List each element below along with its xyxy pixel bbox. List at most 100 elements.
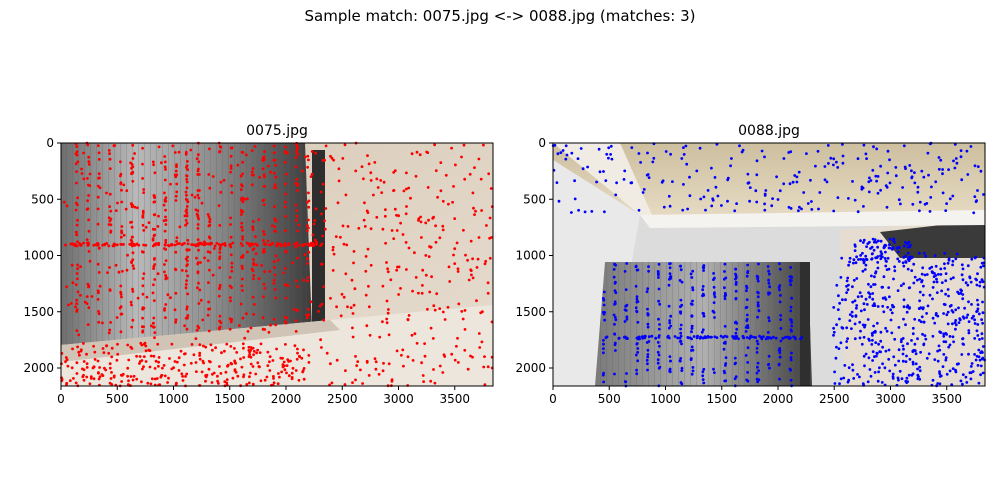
- keypoint: [207, 329, 211, 333]
- keypoint: [378, 335, 382, 339]
- keypoint: [748, 337, 751, 340]
- keypoint: [295, 214, 299, 218]
- keypoint: [970, 316, 974, 320]
- keypoint: [948, 369, 952, 373]
- keypoint: [974, 255, 978, 259]
- keypoint: [832, 209, 836, 213]
- keypoint: [865, 157, 868, 161]
- keypoint: [273, 186, 276, 190]
- keypoint: [386, 270, 390, 274]
- keypoint: [130, 325, 134, 329]
- keypoint: [723, 297, 727, 301]
- keypoint: [647, 176, 651, 180]
- keypoint: [901, 261, 905, 265]
- keypoint: [97, 310, 100, 313]
- keypoint: [313, 238, 317, 242]
- keypoint: [122, 233, 126, 237]
- keypoint: [340, 292, 344, 296]
- keypoint: [609, 144, 613, 148]
- keypoint: [87, 160, 91, 164]
- keypoint: [935, 280, 939, 284]
- x-tick-label: 2000: [763, 392, 794, 406]
- keypoint: [76, 345, 79, 349]
- keypoint: [471, 191, 475, 195]
- keypoint: [645, 358, 649, 362]
- keypoint: [414, 276, 418, 279]
- keypoint: [911, 362, 915, 366]
- y-tick-label: 1000: [23, 249, 54, 263]
- keypoint: [871, 338, 874, 342]
- keypoint: [953, 321, 957, 325]
- keypoint: [252, 313, 256, 316]
- keypoint: [884, 244, 888, 247]
- keypoint: [874, 174, 878, 178]
- keypoint: [390, 378, 394, 381]
- keypoint: [853, 249, 857, 253]
- keypoint: [965, 381, 969, 384]
- keypoint: [405, 187, 408, 191]
- keypoint: [767, 269, 770, 273]
- keypoint: [229, 216, 233, 220]
- keypoint: [329, 296, 332, 300]
- keypoint: [900, 377, 904, 381]
- keypoint: [624, 288, 628, 291]
- keypoint: [144, 360, 148, 363]
- keypoint: [925, 273, 929, 276]
- keypoint: [301, 370, 305, 374]
- keypoint: [268, 270, 272, 273]
- keypoint: [583, 210, 587, 214]
- keypoint: [904, 323, 907, 327]
- keypoint: [893, 240, 896, 244]
- keypoint: [367, 162, 371, 166]
- keypoint: [852, 377, 856, 380]
- keypoint: [184, 286, 188, 290]
- keypoints-0075: [60, 141, 494, 388]
- keypoint: [196, 227, 200, 230]
- keypoint: [475, 299, 478, 303]
- keypoint: [231, 241, 235, 245]
- keypoint: [935, 291, 939, 294]
- keypoint: [837, 294, 840, 298]
- keypoint: [164, 303, 168, 306]
- keypoint: [110, 371, 113, 374]
- keypoint: [112, 144, 116, 148]
- keypoint: [265, 375, 269, 379]
- keypoint: [713, 176, 717, 179]
- keypoint: [239, 357, 242, 361]
- keypoint: [163, 160, 167, 164]
- keypoint: [902, 244, 906, 248]
- keypoint: [702, 367, 706, 371]
- keypoint: [306, 276, 310, 279]
- keypoint: [979, 373, 982, 377]
- keypoint: [733, 335, 737, 338]
- keypoint: [936, 273, 940, 276]
- keypoint: [922, 175, 926, 179]
- keypoint: [423, 342, 426, 345]
- keypoint: [153, 336, 156, 339]
- keypoint: [931, 316, 935, 320]
- keypoint: [916, 337, 919, 341]
- keypoint: [873, 371, 877, 374]
- keypoint: [286, 284, 290, 288]
- keypoint: [689, 302, 693, 306]
- keypoint: [982, 193, 985, 196]
- keypoint: [101, 321, 104, 325]
- keypoint: [934, 180, 938, 184]
- keypoint: [778, 284, 782, 287]
- keypoint: [419, 215, 422, 219]
- keypoint: [67, 303, 70, 307]
- keypoint: [734, 282, 738, 286]
- keypoint: [163, 243, 167, 247]
- keypoint: [723, 340, 727, 344]
- keypoint: [805, 152, 808, 156]
- keypoint: [246, 197, 249, 201]
- keypoint: [222, 178, 226, 182]
- keypoint: [634, 284, 638, 288]
- keypoint: [240, 365, 244, 369]
- keypoint: [228, 284, 232, 288]
- keypoint: [698, 336, 702, 340]
- keypoint: [261, 316, 265, 320]
- keypoint: [723, 371, 726, 375]
- keypoint: [863, 323, 867, 327]
- keypoint: [434, 169, 438, 173]
